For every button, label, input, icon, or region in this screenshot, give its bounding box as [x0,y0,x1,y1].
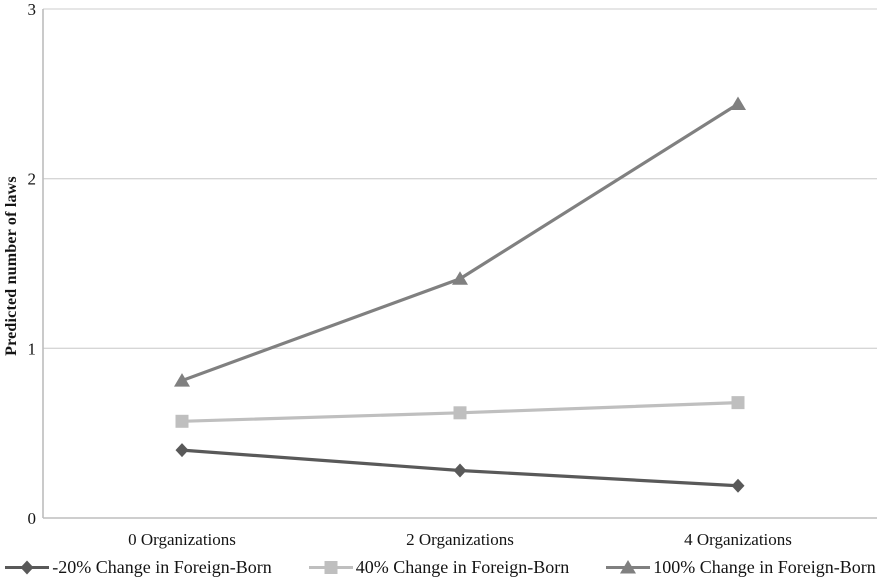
svg-text:3: 3 [28,0,37,19]
svg-text:2 Organizations: 2 Organizations [406,530,514,549]
legend-item-neg20: -20% Change in Foreign-Born [4,557,272,578]
legend-marker-diamond-icon [5,560,50,575]
legend-item-40: 40% Change in Foreign-Born [308,557,569,578]
svg-text:0: 0 [28,509,37,528]
svg-text:4 Organizations: 4 Organizations [684,530,792,549]
legend: -20% Change in Foreign-Born 40% Change i… [0,557,880,578]
svg-text:1: 1 [28,339,37,358]
legend-marker-square-icon [308,561,353,574]
legend-marker-triangle-icon [606,560,651,574]
legend-item-100: 100% Change in Foreign-Born [605,557,876,578]
legend-label-100: 100% Change in Foreign-Born [653,557,876,577]
legend-label-40: 40% Change in Foreign-Born [355,557,570,577]
svg-text:2: 2 [28,170,37,189]
legend-label-neg20: -20% Change in Foreign-Born [52,557,272,577]
svg-text:0 Organizations: 0 Organizations [128,530,236,549]
